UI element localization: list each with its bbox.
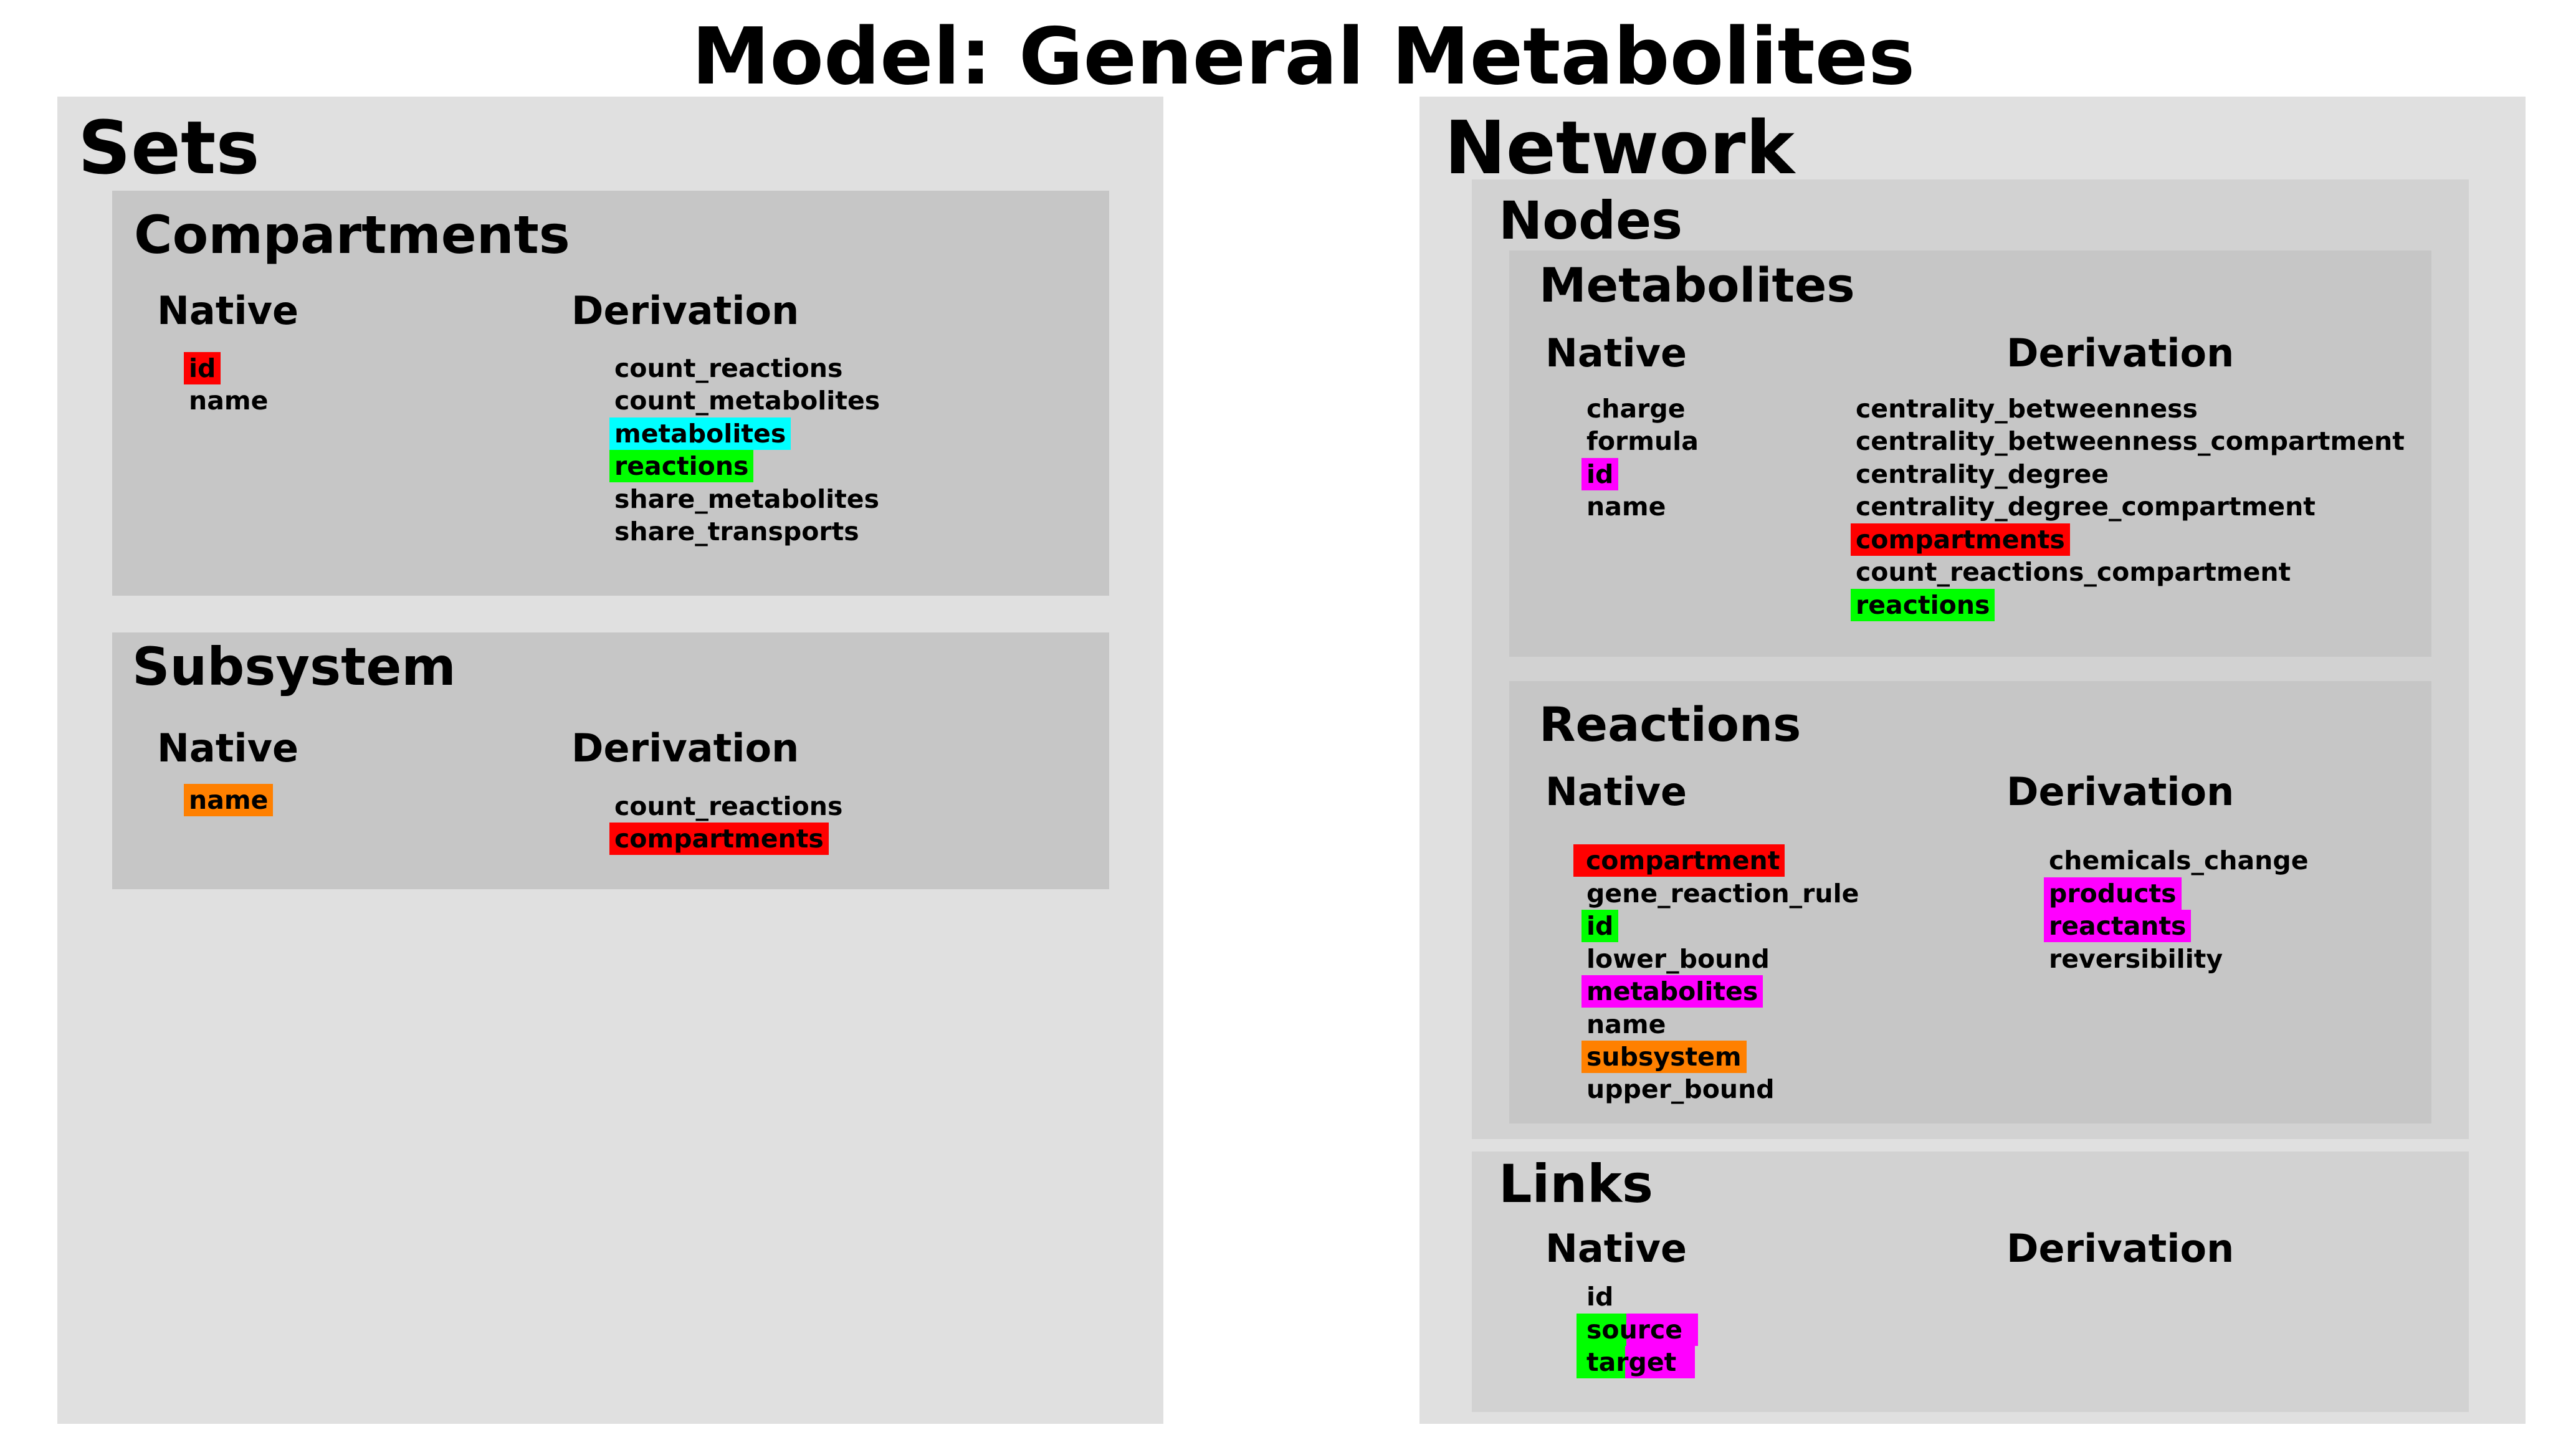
reactions-native-item: subsystem: [1581, 1041, 1747, 1073]
page-title: Model: General Metabolites: [692, 11, 1915, 102]
compartments-derivation-item: count_reactions: [614, 353, 843, 383]
reactions-derivation-item: reversibility: [2049, 944, 2223, 974]
metabolites-native-item: name: [1586, 492, 1666, 522]
reactions-derivation-item: chemicals_change: [2049, 846, 2309, 875]
metabolites-heading: Metabolites: [1539, 257, 1855, 313]
subsystem-native-heading: Native: [157, 725, 299, 771]
reactions-derivation-item: reactants: [2044, 910, 2192, 942]
compartments-derivation-heading: Derivation: [571, 288, 799, 333]
compartments-derivation-item: count_metabolites: [614, 386, 880, 416]
links-derivation-heading: Derivation: [2006, 1226, 2235, 1271]
links-heading: Links: [1499, 1153, 1653, 1214]
reactions-native-item: upper_bound: [1586, 1074, 1775, 1104]
metabolites-derivation-item: centrality_betweenness: [1856, 394, 2198, 424]
reactions-native-item: name: [1586, 1009, 1666, 1039]
metabolites-derivation-item: count_reactions_compartment: [1856, 557, 2291, 587]
links-native-item: id: [1586, 1282, 1614, 1312]
metabolites-derivation-heading: Derivation: [2006, 330, 2235, 376]
metabolites-derivation-item: centrality_degree: [1856, 459, 2109, 489]
compartments-heading: Compartments: [134, 204, 570, 265]
reactions-heading: Reactions: [1539, 697, 1801, 752]
compartments-native-item-name: name: [189, 386, 269, 416]
reactions-native-item: metabolites: [1581, 975, 1763, 1008]
compartments-derivation-item: share_transports: [614, 517, 859, 546]
reactions-derivation-item: products: [2044, 877, 2182, 910]
subsystem-derivation-heading: Derivation: [571, 725, 799, 771]
nodes-heading: Nodes: [1499, 190, 1683, 251]
metabolites-derivation-item: centrality_betweenness_compartment: [1856, 426, 2405, 456]
compartments-derivation-item: share_metabolites: [614, 484, 880, 514]
reactions-native-item: id: [1581, 910, 1619, 942]
compartments-native-heading: Native: [157, 288, 299, 333]
subsystem-heading: Subsystem: [132, 636, 456, 697]
metabolites-native-item: id: [1581, 458, 1619, 490]
network-heading: Network: [1444, 105, 1795, 191]
reactions-native-item: gene_reaction_rule: [1586, 879, 1859, 909]
reactions-derivation-heading: Derivation: [2006, 769, 2235, 814]
sets-heading: Sets: [78, 105, 260, 191]
links-native-item: source: [1577, 1314, 1698, 1346]
reactions-native-heading: Native: [1545, 769, 1687, 814]
compartments-native-item-id: id: [184, 352, 221, 384]
metabolites-native-heading: Native: [1545, 330, 1687, 376]
reactions-native-item: lower_bound: [1586, 944, 1770, 974]
metabolites-native-item: charge: [1586, 394, 1686, 424]
links-native-heading: Native: [1545, 1226, 1687, 1271]
subsystem-derivation-item: count_reactions: [614, 791, 843, 821]
subsystem-native-item-name: name: [184, 784, 274, 816]
metabolites-derivation-item: centrality_degree_compartment: [1856, 492, 2316, 522]
metabolites-derivation-item: reactions: [1851, 589, 1995, 621]
compartments-panel: [112, 191, 1109, 596]
compartments-derivation-item: metabolites: [609, 417, 791, 450]
metabolites-derivation-item: compartments: [1851, 523, 2070, 556]
metabolites-native-item: formula: [1586, 426, 1699, 456]
subsystem-derivation-item: compartments: [609, 823, 829, 855]
compartments-derivation-item: reactions: [609, 450, 754, 482]
reactions-native-item: compartment: [1573, 844, 1785, 877]
links-native-item: target: [1577, 1346, 1695, 1378]
